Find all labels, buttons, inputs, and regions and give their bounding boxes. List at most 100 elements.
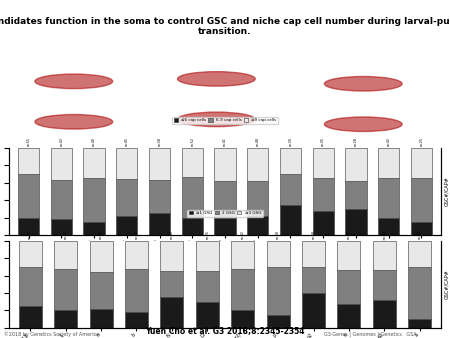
Text: n=45: n=45: [99, 230, 103, 239]
Bar: [411, 222, 432, 235]
Bar: [411, 178, 432, 222]
Bar: [51, 180, 72, 219]
Bar: [196, 302, 219, 328]
Text: n=42: n=42: [241, 230, 245, 239]
Bar: [19, 241, 42, 267]
Bar: [54, 311, 77, 328]
Bar: [247, 181, 268, 216]
Circle shape: [324, 76, 402, 91]
Text: C: C: [302, 64, 306, 70]
Bar: [408, 267, 431, 319]
Text: n=42: n=42: [387, 137, 391, 146]
Bar: [83, 178, 105, 222]
Bar: [18, 174, 39, 218]
Text: n=30: n=30: [288, 137, 292, 146]
Bar: [149, 213, 170, 235]
Bar: [373, 300, 396, 328]
Bar: [302, 267, 325, 293]
Text: G3·Genes | Genomes | Genetics   GSA: G3·Genes | Genomes | Genetics GSA: [324, 332, 417, 337]
Text: n=41: n=41: [223, 138, 227, 146]
Bar: [160, 241, 184, 271]
Bar: [19, 267, 42, 306]
Text: F: F: [302, 104, 306, 110]
Text: n=28: n=28: [311, 230, 315, 239]
Bar: [338, 270, 360, 304]
Bar: [160, 271, 184, 297]
Bar: [247, 216, 268, 235]
Bar: [214, 218, 236, 235]
Bar: [378, 178, 399, 218]
Bar: [378, 148, 399, 178]
Bar: [214, 148, 236, 181]
Text: B: B: [158, 64, 162, 70]
Bar: [125, 312, 148, 328]
Bar: [19, 306, 42, 328]
Legend: ≤6 cap cells, 6-9 cap cells, ≥9 cap cells: ≤6 cap cells, 6-9 cap cells, ≥9 cap cell…: [172, 117, 278, 124]
Bar: [280, 148, 301, 174]
Text: 181 LamC: 181 LamC: [74, 66, 94, 70]
Y-axis label: GSC#/CAP#: GSC#/CAP#: [444, 177, 449, 207]
Text: D: D: [14, 104, 19, 110]
Bar: [196, 241, 219, 271]
Bar: [302, 241, 325, 267]
Text: n=55: n=55: [27, 137, 31, 146]
Legend: ≥1 GSG, 2 GSG, ≥3 GSG: ≥1 GSG, 2 GSG, ≥3 GSG: [188, 210, 262, 217]
Bar: [51, 148, 72, 180]
Bar: [214, 181, 236, 218]
Text: GAL4 cht: GAL4 cht: [14, 97, 31, 101]
Bar: [338, 304, 360, 328]
Bar: [90, 241, 112, 272]
Text: n=35: n=35: [205, 230, 209, 239]
Text: Candidates function in the soma to control GSC and niche cap cell number during : Candidates function in the soma to contr…: [0, 17, 450, 36]
Circle shape: [324, 117, 402, 131]
Text: n=40: n=40: [347, 230, 351, 239]
Bar: [345, 148, 367, 181]
Bar: [149, 148, 170, 180]
Y-axis label: GSC#/CAP#: GSC#/CAP#: [444, 269, 449, 299]
Bar: [302, 293, 325, 328]
Text: n=45: n=45: [125, 137, 129, 146]
Bar: [345, 181, 367, 209]
Bar: [231, 241, 254, 269]
Bar: [280, 174, 301, 204]
Bar: [83, 222, 105, 235]
Bar: [266, 241, 290, 267]
Text: LS:09 KD: LS:09 KD: [14, 92, 31, 96]
Circle shape: [35, 115, 112, 129]
Bar: [338, 241, 360, 270]
Bar: [313, 177, 334, 211]
Circle shape: [35, 74, 112, 89]
Text: n=43: n=43: [59, 137, 63, 146]
Bar: [149, 180, 170, 213]
Text: n=55: n=55: [28, 230, 32, 239]
Bar: [125, 241, 148, 269]
Bar: [90, 272, 112, 309]
Bar: [182, 218, 203, 235]
Bar: [90, 309, 112, 328]
Text: ©2018 by Genetics Society of America: ©2018 by Genetics Society of America: [4, 332, 100, 337]
Bar: [408, 241, 431, 267]
Bar: [125, 269, 148, 312]
Bar: [182, 148, 203, 177]
Text: n=48: n=48: [256, 137, 260, 146]
Bar: [231, 269, 254, 311]
Bar: [18, 148, 39, 174]
Bar: [378, 218, 399, 235]
Circle shape: [177, 72, 255, 86]
Text: Yueh Cho et al. G3 2018;8:2345-2354: Yueh Cho et al. G3 2018;8:2345-2354: [145, 325, 305, 335]
Text: n=32: n=32: [382, 230, 387, 239]
Bar: [54, 241, 77, 269]
Text: n=35: n=35: [321, 137, 325, 146]
Bar: [116, 216, 137, 235]
Bar: [373, 270, 396, 300]
Circle shape: [177, 112, 255, 127]
Text: A: A: [14, 64, 19, 70]
Bar: [411, 148, 432, 178]
Bar: [313, 211, 334, 235]
Text: n=52: n=52: [190, 137, 194, 146]
Bar: [182, 177, 203, 218]
Bar: [83, 148, 105, 178]
Bar: [116, 179, 137, 216]
Bar: [373, 241, 396, 270]
Bar: [408, 319, 431, 328]
